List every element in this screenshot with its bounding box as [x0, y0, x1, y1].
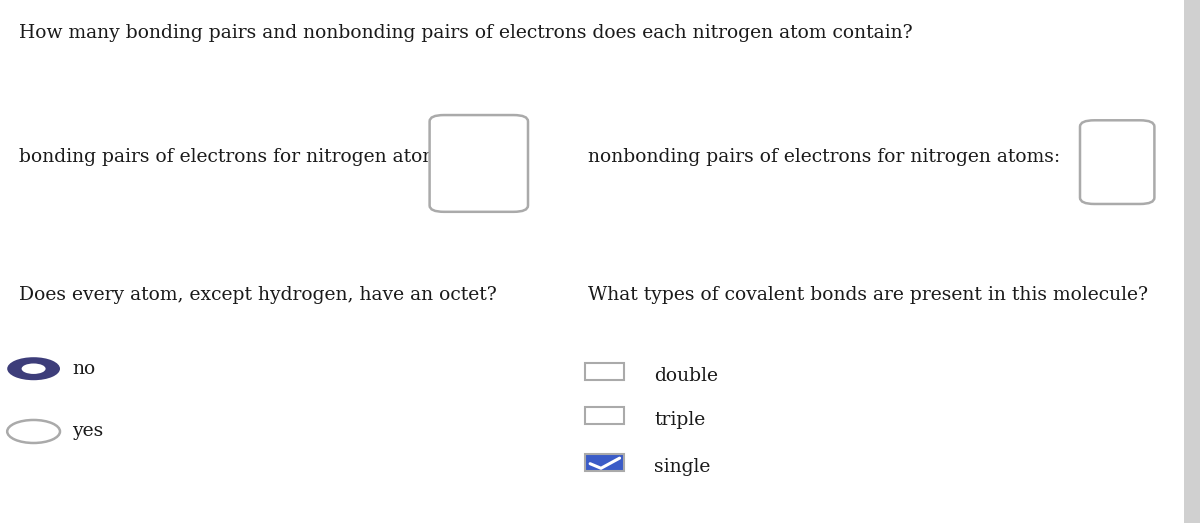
- Circle shape: [22, 363, 46, 374]
- Text: yes: yes: [72, 423, 103, 440]
- Text: Does every atom, except hydrogen, have an octet?: Does every atom, except hydrogen, have a…: [19, 287, 497, 304]
- Text: no: no: [72, 360, 95, 378]
- Circle shape: [7, 357, 60, 380]
- Text: nonbonding pairs of electrons for nitrogen atoms:: nonbonding pairs of electrons for nitrog…: [588, 148, 1060, 166]
- FancyBboxPatch shape: [586, 363, 624, 380]
- Text: What types of covalent bonds are present in this molecule?: What types of covalent bonds are present…: [588, 287, 1148, 304]
- FancyBboxPatch shape: [430, 115, 528, 212]
- Text: double: double: [654, 367, 718, 384]
- FancyBboxPatch shape: [586, 407, 624, 424]
- FancyBboxPatch shape: [1080, 120, 1154, 204]
- FancyBboxPatch shape: [1183, 0, 1200, 523]
- FancyBboxPatch shape: [586, 454, 624, 471]
- Circle shape: [7, 420, 60, 443]
- Text: triple: triple: [654, 411, 706, 429]
- Text: bonding pairs of electrons for nitrogen atoms:: bonding pairs of electrons for nitrogen …: [19, 148, 456, 166]
- Text: single: single: [654, 458, 710, 476]
- Text: How many bonding pairs and nonbonding pairs of electrons does each nitrogen atom: How many bonding pairs and nonbonding pa…: [19, 24, 913, 41]
